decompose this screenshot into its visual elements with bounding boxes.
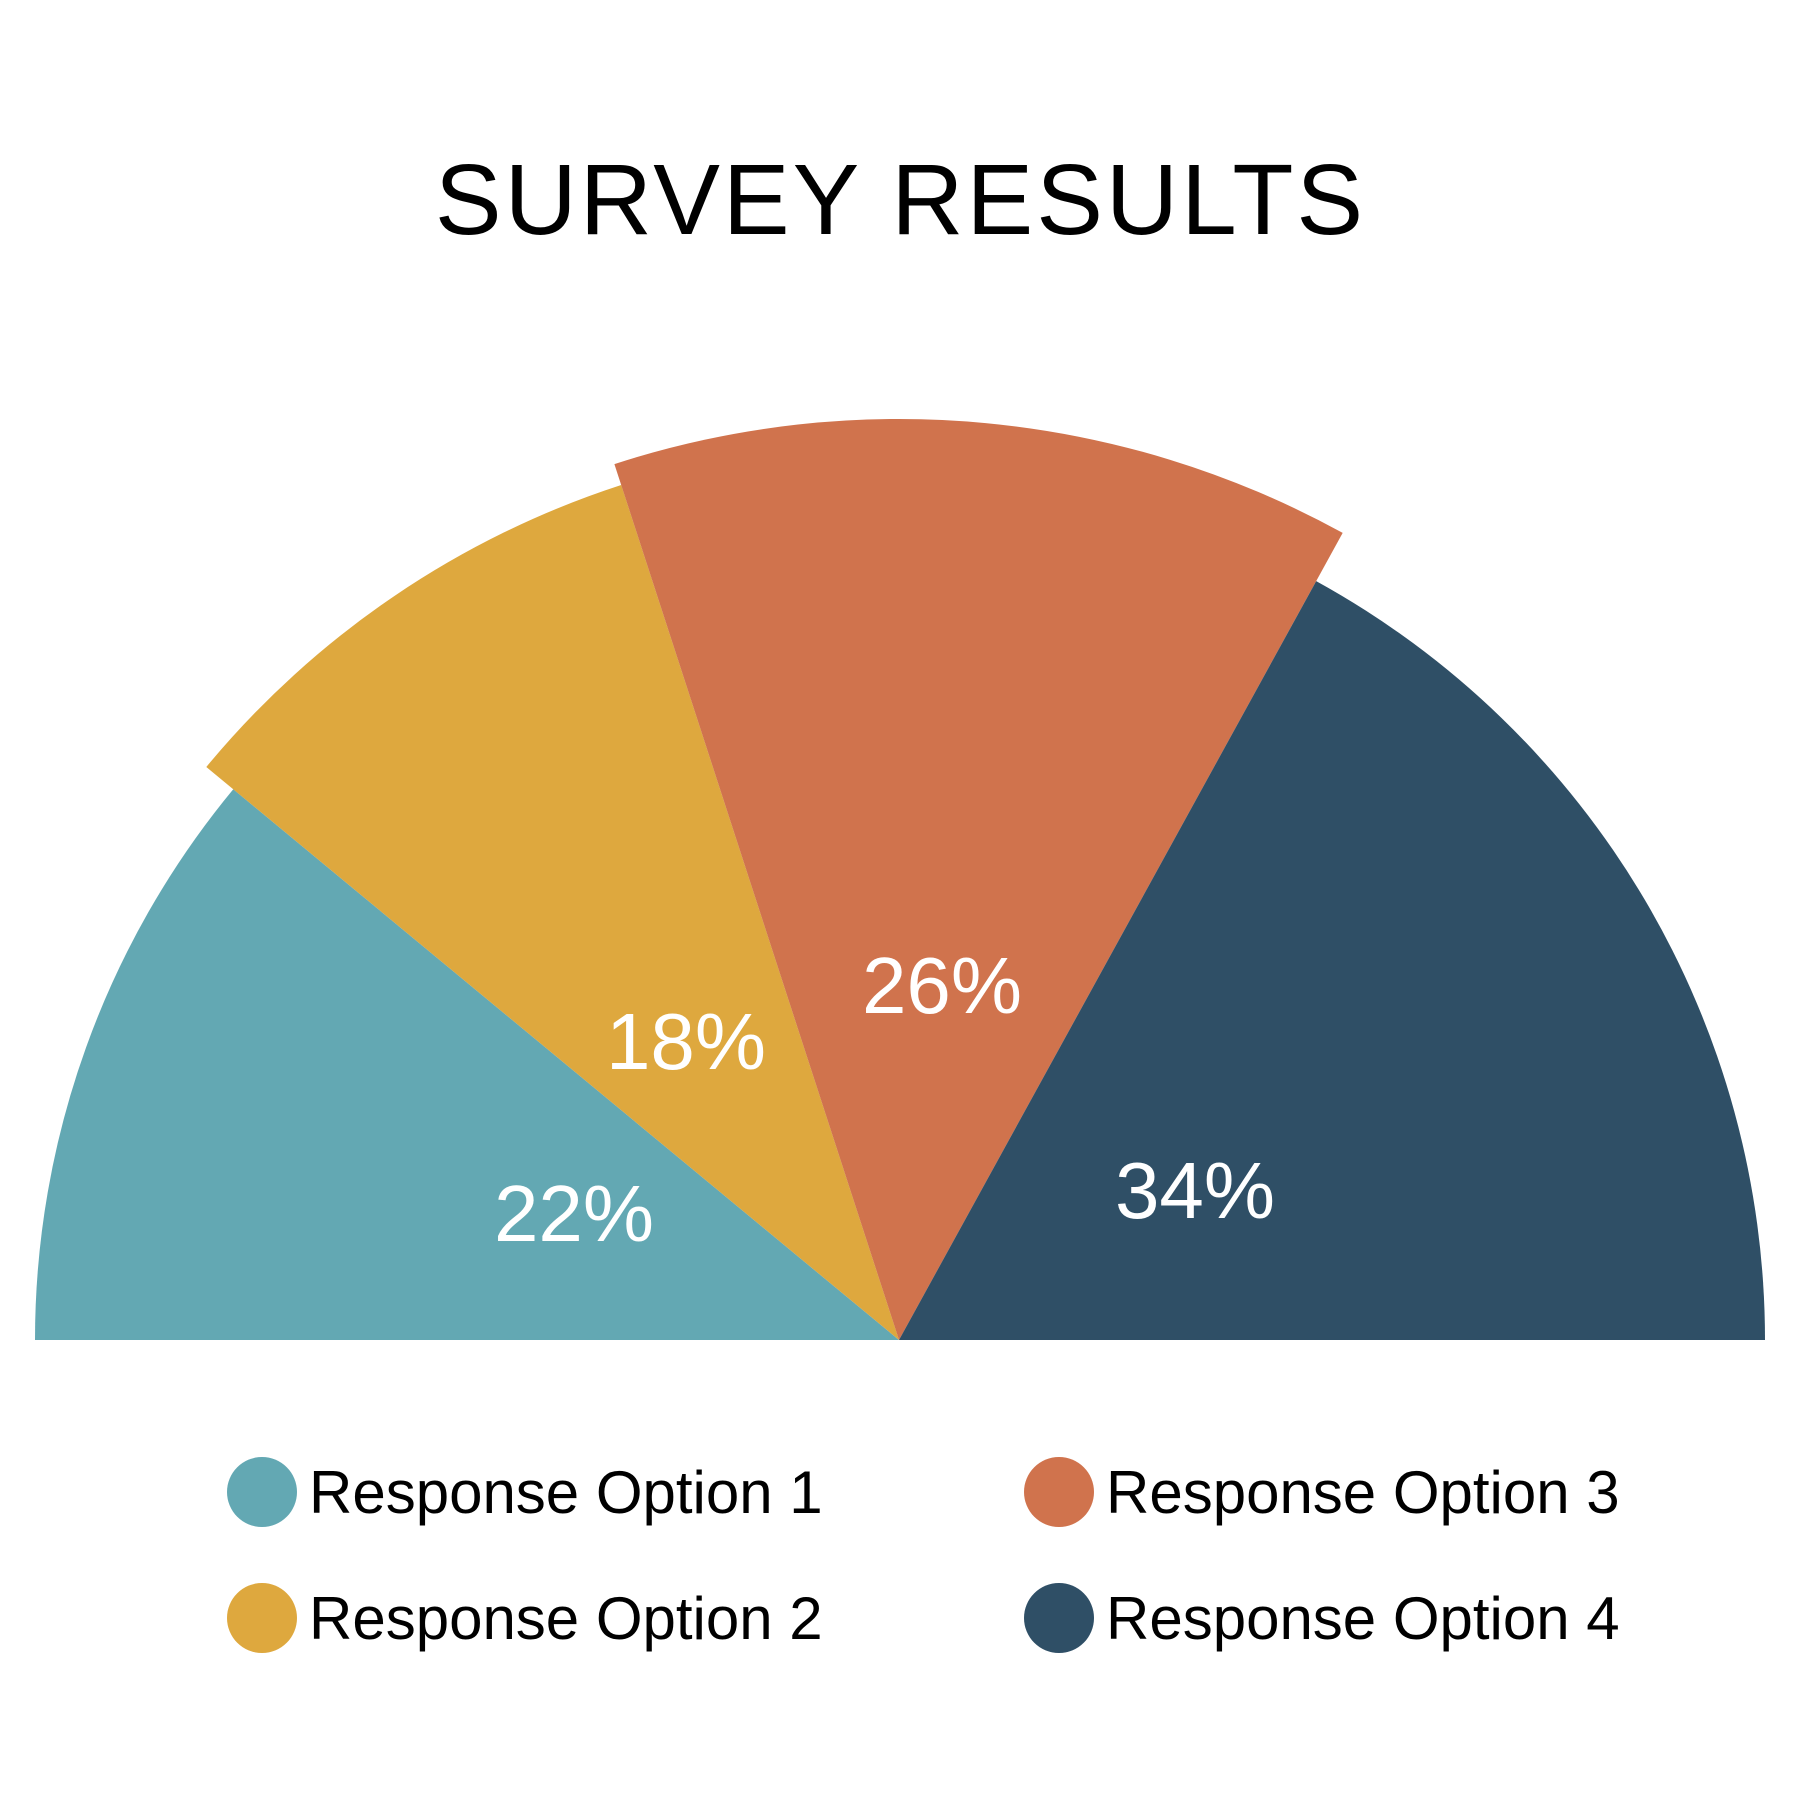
- legend-swatch-icon: [227, 1457, 297, 1527]
- pie-slice-3: [614, 419, 1343, 1341]
- legend-swatch-icon: [227, 1583, 297, 1653]
- legend-label: Response Option 1: [309, 1458, 823, 1526]
- legend-item-3: Response Option 3: [1024, 1457, 1620, 1527]
- legend-item-1: Response Option 1: [227, 1457, 823, 1527]
- data-label-4: 34%: [1115, 1146, 1275, 1235]
- legend-label: Response Option 2: [309, 1584, 823, 1652]
- legend-label: Response Option 3: [1106, 1458, 1620, 1526]
- data-label-3: 26%: [862, 941, 1022, 1030]
- legend-swatch-icon: [1024, 1583, 1094, 1653]
- legend-swatch-icon: [1024, 1457, 1094, 1527]
- legend-label: Response Option 4: [1106, 1584, 1620, 1652]
- legend-item-4: Response Option 4: [1024, 1583, 1620, 1653]
- legend-item-2: Response Option 2: [227, 1583, 823, 1653]
- pie-slice-2: [206, 485, 899, 1340]
- data-label-2: 18%: [606, 997, 766, 1086]
- pie-slice-1: [35, 789, 899, 1340]
- pie-slice-4: [899, 581, 1765, 1340]
- data-label-1: 22%: [494, 1169, 654, 1258]
- chart-title: SURVEY RESULTS: [434, 144, 1367, 256]
